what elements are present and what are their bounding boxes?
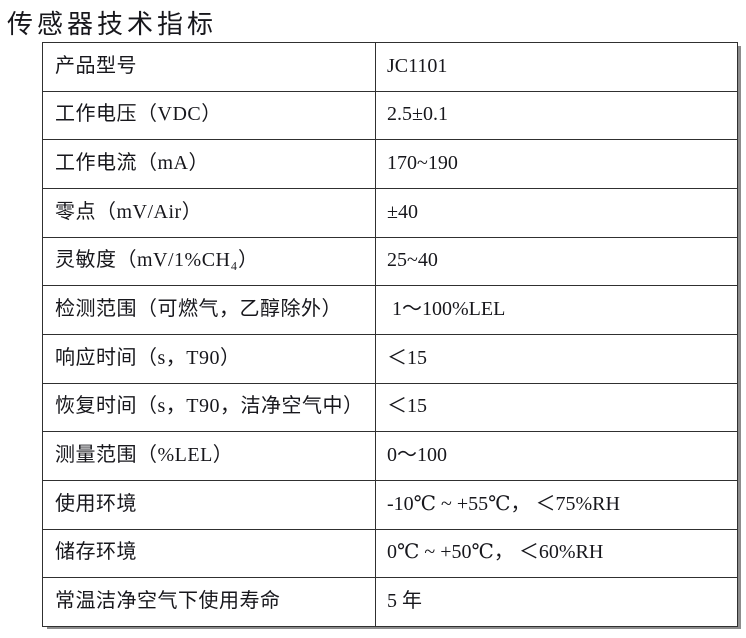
- spec-label: 工作电压（VDC）: [42, 90, 376, 141]
- spec-label: 零点（mV/Air）: [42, 187, 376, 238]
- spec-label: 测量范围（%LEL）: [42, 431, 376, 481]
- table-row: 常温洁净空气下使用寿命 5 年: [42, 577, 738, 627]
- table-row: 测量范围（%LEL） 0～100: [42, 431, 738, 481]
- spec-value: ±40: [375, 187, 738, 238]
- table-row: 使用环境 -10℃ ~ +55℃， ＜75%RH: [42, 479, 738, 530]
- table-row: 检测范围（可燃气，乙醇除外） 1～100%LEL: [42, 285, 738, 335]
- table-row: 工作电压（VDC） 2.5±0.1: [42, 90, 738, 141]
- spec-table: 产品型号 JC1101 工作电压（VDC） 2.5±0.1 工作电流（mA） 1…: [42, 42, 738, 627]
- spec-label: 检测范围（可燃气，乙醇除外）: [42, 285, 376, 335]
- spec-value: ＜15: [375, 382, 738, 433]
- spec-label: 灵敏度（mV/1%CH₄）: [42, 236, 376, 287]
- spec-label: 响应时间（s，T90）: [42, 333, 376, 384]
- spec-table-body: 产品型号 JC1101 工作电压（VDC） 2.5±0.1 工作电流（mA） 1…: [42, 42, 738, 627]
- spec-value: 5 年: [375, 577, 738, 627]
- spec-value: 170~190: [375, 139, 738, 189]
- spec-label: 恢复时间（s，T90，洁净空气中）: [42, 382, 376, 433]
- page-title: 传感器技术指标: [7, 10, 218, 39]
- table-row: 灵敏度（mV/1%CH₄） 25~40: [42, 236, 738, 287]
- spec-value: 25~40: [375, 236, 738, 287]
- spec-label: 使用环境: [42, 479, 376, 530]
- spec-label: 工作电流（mA）: [42, 139, 376, 189]
- table-row: 工作电流（mA） 170~190: [42, 139, 738, 189]
- table-row: 恢复时间（s，T90，洁净空气中） ＜15: [42, 382, 738, 433]
- spec-value: 0℃ ~ +50℃， ＜60%RH: [375, 528, 738, 579]
- spec-label: 常温洁净空气下使用寿命: [42, 577, 376, 627]
- table-row: 零点（mV/Air） ±40: [42, 187, 738, 238]
- spec-value: -10℃ ~ +55℃， ＜75%RH: [375, 479, 738, 530]
- spec-value: 1～100%LEL: [375, 285, 738, 335]
- table-row: 储存环境 0℃ ~ +50℃， ＜60%RH: [42, 528, 738, 579]
- spec-value: ＜15: [375, 333, 738, 384]
- spec-label: 产品型号: [42, 42, 376, 92]
- table-row: 响应时间（s，T90） ＜15: [42, 333, 738, 384]
- spec-label: 储存环境: [42, 528, 376, 579]
- spec-value: JC1101: [375, 42, 738, 92]
- spec-value: 2.5±0.1: [375, 90, 738, 141]
- spec-value: 0～100: [375, 431, 738, 481]
- table-row: 产品型号 JC1101: [42, 42, 738, 92]
